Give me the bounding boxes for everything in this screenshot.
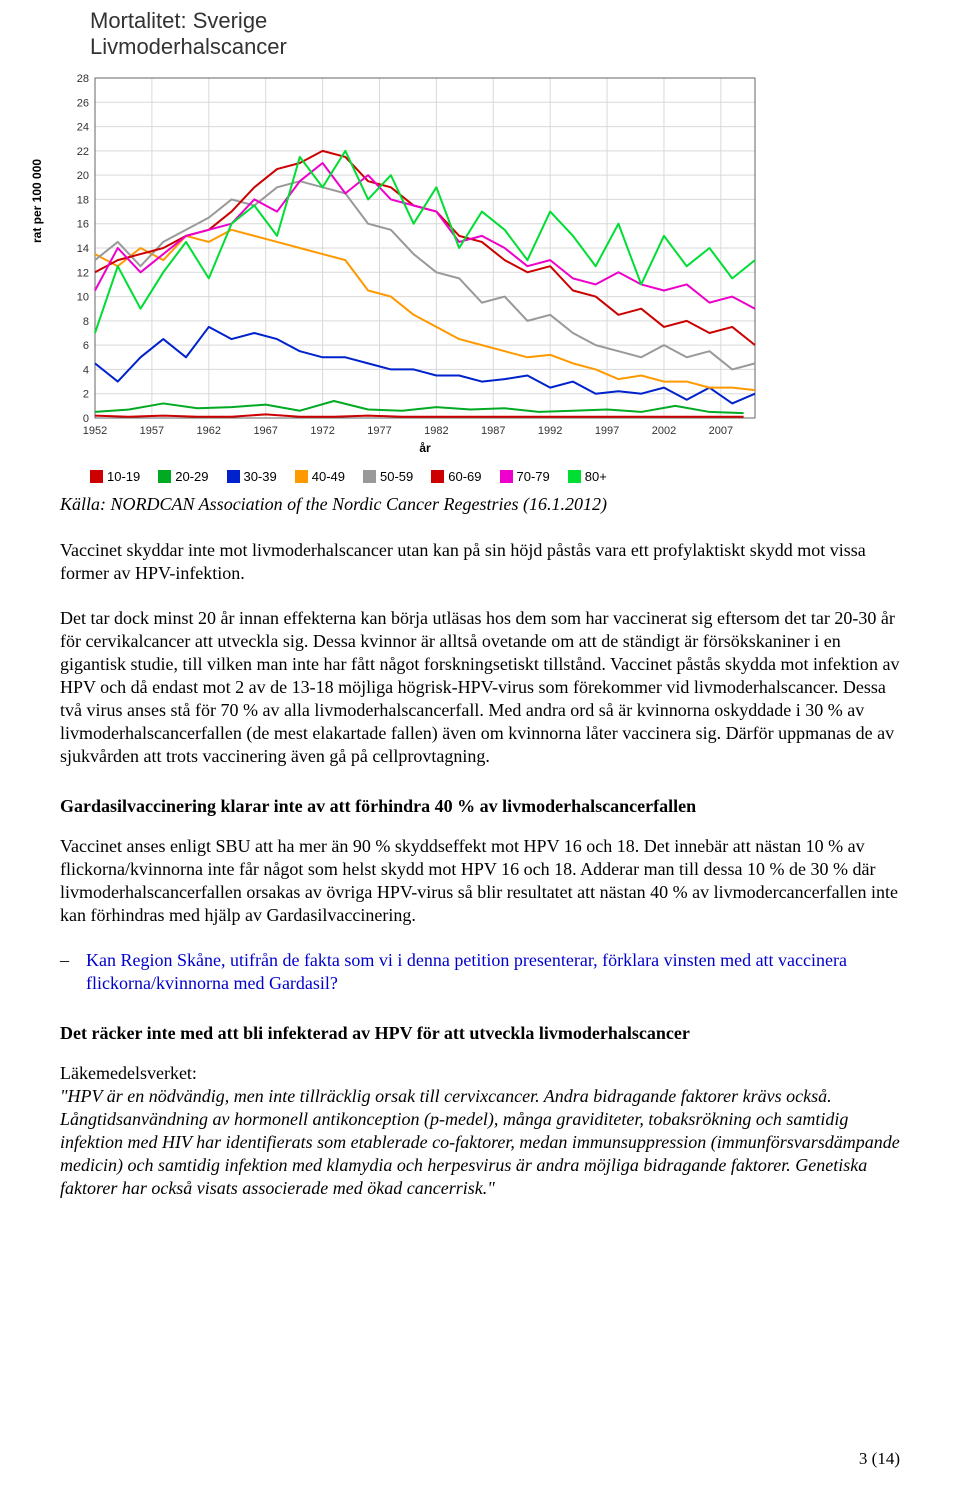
svg-text:6: 6 (83, 340, 89, 352)
chart-title: Mortalitet: Sverige Livmoderhalscancer (90, 8, 900, 61)
chart-ylabel: rat per 100 000 (30, 159, 44, 243)
svg-text:4: 4 (83, 364, 89, 376)
legend-swatch (227, 470, 240, 483)
chart-legend: 10-19 20-29 30-39 40-49 50-59 60-69 70-79 80+ (90, 469, 900, 484)
svg-text:8: 8 (83, 316, 89, 328)
svg-text:år: år (419, 441, 431, 455)
legend-item: 40-49 (295, 469, 345, 484)
svg-text:26: 26 (77, 97, 89, 109)
para-4-quote: "HPV är en nödvändig, men inte tillräckl… (60, 1086, 900, 1198)
page-number: 3 (14) (859, 1449, 900, 1469)
svg-text:12: 12 (77, 267, 89, 279)
svg-text:24: 24 (77, 121, 89, 133)
legend-item: 80+ (568, 469, 607, 484)
svg-text:1962: 1962 (197, 425, 221, 437)
legend-item: 50-59 (363, 469, 413, 484)
legend-label: 80+ (585, 469, 607, 484)
heading-gardasil-40: Gardasilvaccinering klarar inte av att f… (60, 796, 900, 817)
chart-title-line2: Livmoderhalscancer (90, 34, 287, 59)
svg-text:1972: 1972 (310, 425, 334, 437)
legend-item: 70-79 (500, 469, 550, 484)
legend-label: 50-59 (380, 469, 413, 484)
legend-item: 10-19 (90, 469, 140, 484)
svg-text:1982: 1982 (424, 425, 448, 437)
svg-text:1967: 1967 (253, 425, 277, 437)
svg-text:20: 20 (77, 170, 89, 182)
legend-item: 30-39 (227, 469, 277, 484)
legend-swatch (295, 470, 308, 483)
mortality-chart: Mortalitet: Sverige Livmoderhalscancer r… (40, 8, 900, 484)
chart-title-line1: Mortalitet: Sverige (90, 8, 267, 33)
svg-text:18: 18 (77, 194, 89, 206)
svg-text:1952: 1952 (83, 425, 107, 437)
chart-source: Källa: NORDCAN Association of the Nordic… (60, 494, 900, 515)
para-1: Vaccinet skyddar inte mot livmoderhalsca… (60, 539, 900, 585)
para-4-label: Läkemedelsverket: (60, 1063, 197, 1083)
legend-item: 20-29 (158, 469, 208, 484)
svg-text:1977: 1977 (367, 425, 391, 437)
legend-swatch (363, 470, 376, 483)
svg-text:2002: 2002 (652, 425, 676, 437)
svg-text:28: 28 (77, 73, 89, 85)
svg-text:2007: 2007 (709, 425, 733, 437)
legend-label: 40-49 (312, 469, 345, 484)
svg-text:0: 0 (83, 413, 89, 425)
legend-swatch (90, 470, 103, 483)
question-1: Kan Region Skåne, utifrån de fakta som v… (60, 949, 900, 995)
chart-svg: 0246810121416182022242628195219571962196… (40, 63, 770, 458)
legend-label: 70-79 (517, 469, 550, 484)
svg-text:1992: 1992 (538, 425, 562, 437)
legend-label: 20-29 (175, 469, 208, 484)
svg-text:22: 22 (77, 146, 89, 158)
svg-text:2: 2 (83, 388, 89, 400)
para-4: Läkemedelsverket: "HPV är en nödvändig, … (60, 1062, 900, 1200)
legend-swatch (431, 470, 444, 483)
svg-text:16: 16 (77, 218, 89, 230)
svg-text:14: 14 (77, 243, 89, 255)
para-2: Det tar dock minst 20 år innan effektern… (60, 607, 900, 768)
legend-label: 10-19 (107, 469, 140, 484)
heading-hpv-infection: Det räcker inte med att bli infekterad a… (60, 1023, 900, 1044)
legend-swatch (568, 470, 581, 483)
legend-swatch (158, 470, 171, 483)
legend-label: 30-39 (244, 469, 277, 484)
para-3: Vaccinet anses enligt SBU att ha mer än … (60, 835, 900, 927)
svg-text:1997: 1997 (595, 425, 619, 437)
legend-item: 60-69 (431, 469, 481, 484)
svg-text:10: 10 (77, 291, 89, 303)
svg-text:1987: 1987 (481, 425, 505, 437)
svg-text:1957: 1957 (140, 425, 164, 437)
legend-swatch (500, 470, 513, 483)
legend-label: 60-69 (448, 469, 481, 484)
